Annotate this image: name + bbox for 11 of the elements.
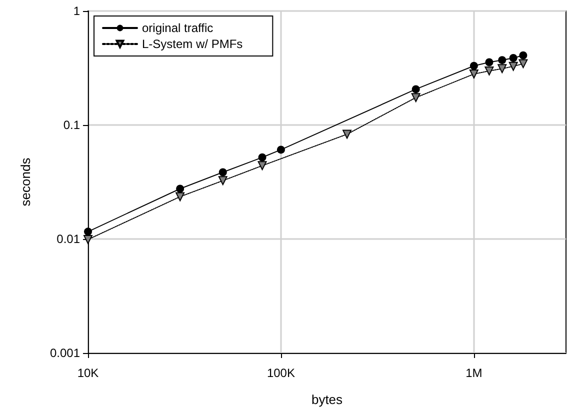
legend-label: original traffic [142, 21, 214, 35]
x-tick-label: 1M [466, 366, 482, 380]
x-tick-label: 100K [266, 366, 295, 380]
legend-label: L-System w/ PMFs [142, 37, 243, 51]
y-axis-title: seconds [18, 157, 33, 206]
x-tick-label: 10K [77, 366, 99, 380]
y-tick-label: 0.001 [50, 346, 80, 360]
y-tick-label: 0.01 [56, 232, 80, 246]
y-tick-label: 0.1 [63, 118, 80, 132]
x-axis-title: bytes [311, 392, 344, 407]
y-tick-label: 1 [73, 4, 80, 18]
